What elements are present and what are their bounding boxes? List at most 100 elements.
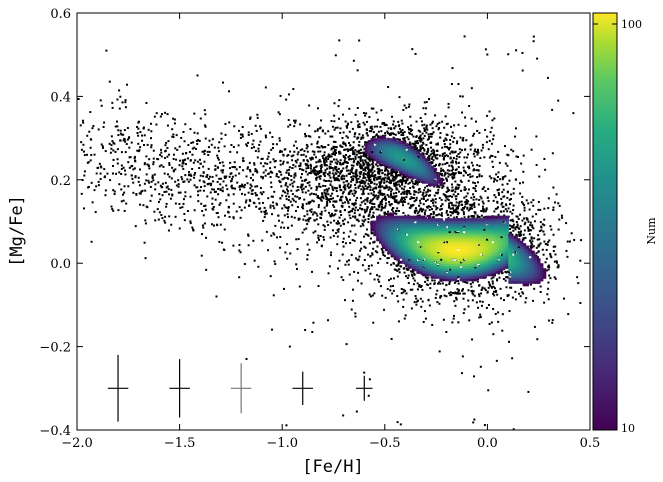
scatter-point <box>450 201 453 204</box>
scatter-point <box>415 199 418 202</box>
scatter-point <box>316 142 319 145</box>
scatter-point <box>103 121 106 124</box>
scatter-point <box>465 198 468 201</box>
scatter-point <box>477 293 480 296</box>
scatter-point <box>285 206 288 209</box>
scatter-point <box>344 263 347 266</box>
scatter-point <box>457 161 460 164</box>
scatter-point <box>429 206 432 209</box>
scatter-point <box>331 187 334 190</box>
scatter-point <box>348 154 351 157</box>
scatter-point <box>346 260 349 263</box>
scatter-point <box>411 142 414 145</box>
scatter-point <box>351 178 354 181</box>
scatter-point <box>323 160 326 163</box>
scatter-point <box>483 156 486 159</box>
scatter-point <box>504 279 507 282</box>
scatter-point <box>470 285 473 288</box>
scatter-point <box>343 148 346 151</box>
scatter-point <box>457 186 460 189</box>
scatter-point <box>510 226 513 229</box>
scatter-point <box>446 169 449 172</box>
scatter-point <box>487 199 490 202</box>
scatter-point <box>97 180 100 183</box>
scatter-point <box>120 167 123 170</box>
scatter-point <box>457 204 460 207</box>
scatter-point <box>445 210 448 213</box>
scatter-point <box>417 149 420 152</box>
scatter-point <box>369 201 372 204</box>
scatter-point <box>289 123 292 126</box>
scatter-point <box>347 172 350 175</box>
scatter-point <box>370 216 373 219</box>
scatter-point <box>412 197 415 200</box>
scatter-point <box>457 166 460 169</box>
scatter-point <box>416 299 419 302</box>
scatter-point <box>493 210 496 213</box>
scatter-point <box>308 218 311 221</box>
scatter-point <box>535 135 538 138</box>
scatter-point <box>448 164 451 167</box>
scatter-point <box>443 241 446 244</box>
scatter-point <box>326 167 329 170</box>
scatter-point <box>271 213 274 216</box>
scatter-point <box>356 120 359 123</box>
scatter-point <box>333 148 336 151</box>
scatter-point <box>328 211 331 214</box>
scatter-point <box>479 315 482 318</box>
scatter-point <box>199 117 202 120</box>
scatter-point <box>137 142 140 145</box>
scatter-point <box>285 171 288 174</box>
scatter-point <box>427 205 430 208</box>
scatter-point <box>239 188 242 191</box>
scatter-point <box>295 189 298 192</box>
scatter-point <box>351 192 354 195</box>
scatter-point <box>447 147 450 150</box>
scatter-point <box>119 129 122 132</box>
scatter-point <box>217 193 220 196</box>
scatter-point <box>477 203 480 206</box>
scatter-point <box>577 282 580 285</box>
scatter-point <box>365 128 368 131</box>
scatter-point <box>236 151 239 154</box>
scatter-point <box>141 139 144 142</box>
scatter-point <box>391 292 394 295</box>
scatter-point <box>234 187 237 190</box>
scatter-point <box>406 276 409 279</box>
scatter-point <box>202 180 205 183</box>
scatter-point <box>455 155 458 158</box>
scatter-point <box>392 176 395 179</box>
scatter-point <box>373 182 376 185</box>
scatter-point <box>320 169 323 172</box>
scatter-point <box>404 182 407 185</box>
scatter-point <box>438 163 441 166</box>
scatter-point <box>239 133 242 136</box>
scatter-point <box>441 174 444 177</box>
scatter-point <box>368 173 371 176</box>
scatter-point <box>134 225 137 228</box>
scatter-point <box>210 182 213 185</box>
scatter-point <box>228 121 231 124</box>
scatter-point <box>320 144 323 147</box>
scatter-point <box>354 149 357 152</box>
scatter-point <box>313 166 316 169</box>
scatter-point <box>523 209 526 212</box>
scatter-point <box>441 282 444 285</box>
scatter-point <box>350 180 353 183</box>
scatter-point <box>373 203 376 206</box>
scatter-point <box>386 261 389 264</box>
scatter-point <box>504 208 507 211</box>
scatter-point <box>496 279 499 282</box>
scatter-point <box>358 207 361 210</box>
scatter-point <box>397 262 400 265</box>
scatter-point <box>493 194 496 197</box>
scatter-point <box>291 193 294 196</box>
scatter-point <box>304 191 307 194</box>
scatter-point <box>335 187 338 190</box>
scatter-point <box>125 143 128 146</box>
scatter-point <box>208 139 211 142</box>
scatter-point <box>424 113 427 116</box>
scatter-point <box>438 121 441 124</box>
scatter-point <box>325 192 328 195</box>
scatter-point <box>184 163 187 166</box>
